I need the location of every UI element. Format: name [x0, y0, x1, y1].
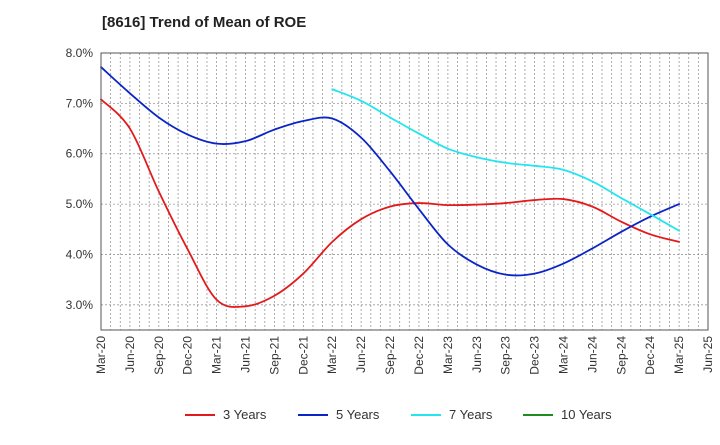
series-line-5-years — [100, 66, 680, 277]
series-line-7-years — [331, 88, 680, 232]
x-tick-label: Mar-20 — [94, 336, 108, 374]
legend-label-3-years: 3 Years — [223, 407, 267, 422]
y-tick-label: 5.0% — [66, 197, 94, 211]
x-tick-label: Mar-23 — [441, 336, 455, 374]
x-tick-label: Sep-23 — [499, 336, 513, 375]
series-layer — [100, 66, 680, 308]
x-tick-label: Jun-20 — [123, 336, 137, 373]
legend: 3 Years 5 Years 7 Years 10 Years — [185, 407, 612, 422]
x-tick-label: Dec-21 — [296, 336, 310, 375]
legend-label-5-years: 5 Years — [336, 407, 380, 422]
x-tick-label: Sep-20 — [152, 336, 166, 375]
x-tick-label: Sep-22 — [383, 336, 397, 375]
axis-layer: 3.0% 4.0% 5.0% 6.0% 7.0% 8.0% Mar-20 Jun-20 Sep-… — [66, 46, 715, 375]
y-tick-label: 7.0% — [66, 96, 94, 110]
x-tick-label: Jun-21 — [239, 336, 253, 373]
series-line-3-years — [100, 98, 680, 308]
x-tick-label: Sep-24 — [614, 336, 628, 375]
x-tick-label: Dec-22 — [412, 336, 426, 375]
x-tick-label: Dec-23 — [528, 336, 542, 375]
y-tick-label: 6.0% — [66, 147, 94, 161]
plot-border — [100, 52, 709, 331]
y-tick-label: 3.0% — [66, 298, 94, 312]
y-tick-label: 8.0% — [66, 46, 94, 60]
x-tick-label: Jun-23 — [470, 336, 484, 373]
chart-title: [8616] Trend of Mean of ROE — [102, 14, 307, 31]
legend-label-10-years: 10 Years — [561, 407, 612, 422]
x-tick-label: Dec-20 — [181, 336, 195, 375]
legend-label-7-years: 7 Years — [449, 407, 493, 422]
x-tick-label: Jun-22 — [354, 336, 368, 373]
y-tick-label: 4.0% — [66, 247, 94, 261]
x-tick-label: Jun-25 — [701, 336, 715, 373]
x-tick-label: Mar-25 — [672, 336, 686, 374]
x-tick-label: Mar-22 — [325, 336, 339, 374]
x-tick-label: Dec-24 — [643, 336, 657, 375]
x-tick-label: Jun-24 — [585, 336, 599, 373]
x-tick-label: Mar-21 — [210, 336, 224, 374]
x-tick-label: Mar-24 — [556, 336, 570, 374]
x-tick-label: Sep-21 — [267, 336, 281, 375]
